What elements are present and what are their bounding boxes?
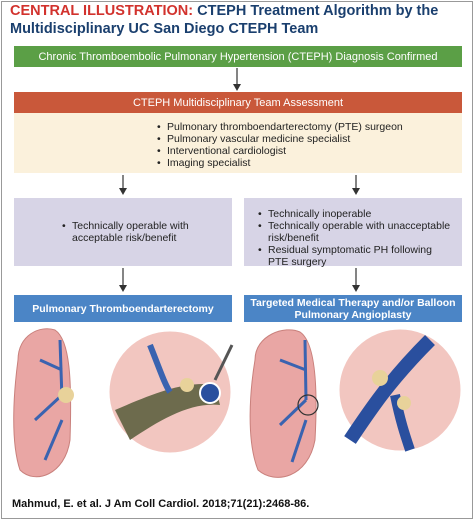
list-item: Technically operable with acceptable ris…	[62, 220, 212, 244]
header: CENTRAL ILLUSTRATION: CTEPH Treatment Al…	[10, 2, 465, 38]
list-item: Imaging specialist	[157, 157, 403, 169]
assessment-body: Pulmonary thromboendarterectomy (PTE) su…	[14, 113, 462, 173]
right-lung	[249, 329, 319, 478]
criteria-right: Technically inoperableTechnically operab…	[244, 198, 462, 268]
list-item: Pulmonary thromboendarterectomy (PTE) su…	[157, 121, 403, 133]
treatment-right: Targeted Medical Therapy and/or Balloon …	[244, 295, 462, 322]
criteria-left: Technically operable with acceptable ris…	[14, 198, 232, 266]
treatment-left: Pulmonary Thromboendarterectomy	[14, 295, 232, 322]
criteria-list: Technically inoperableTechnically operab…	[258, 208, 453, 268]
list-item: Residual symptomatic PH following PTE su…	[258, 244, 453, 268]
header-title: CTEPH Treatment Algorithm by the Multidi…	[10, 3, 439, 37]
diagnosis-box: Chronic Thromboembolic Pulmonary Hyperte…	[14, 46, 462, 67]
list-item: Technically operable with unacceptable r…	[258, 220, 453, 244]
criteria-list: Technically operable with acceptable ris…	[62, 220, 212, 244]
assessment-list: Pulmonary thromboendarterectomy (PTE) su…	[157, 121, 403, 169]
right-zoom	[336, 326, 464, 454]
header-label: CENTRAL ILLUSTRATION:	[10, 3, 194, 19]
citation: Mahmud, E. et al. J Am Coll Cardiol. 201…	[12, 498, 310, 510]
assessment-title: CTEPH Multidisciplinary Team Assessment	[14, 92, 462, 113]
list-item: Technically inoperable	[258, 208, 453, 220]
list-item: Interventional cardiologist	[157, 145, 403, 157]
left-lung	[13, 328, 74, 478]
left-zoom	[106, 328, 234, 456]
list-item: Pulmonary vascular medicine specialist	[157, 133, 403, 145]
